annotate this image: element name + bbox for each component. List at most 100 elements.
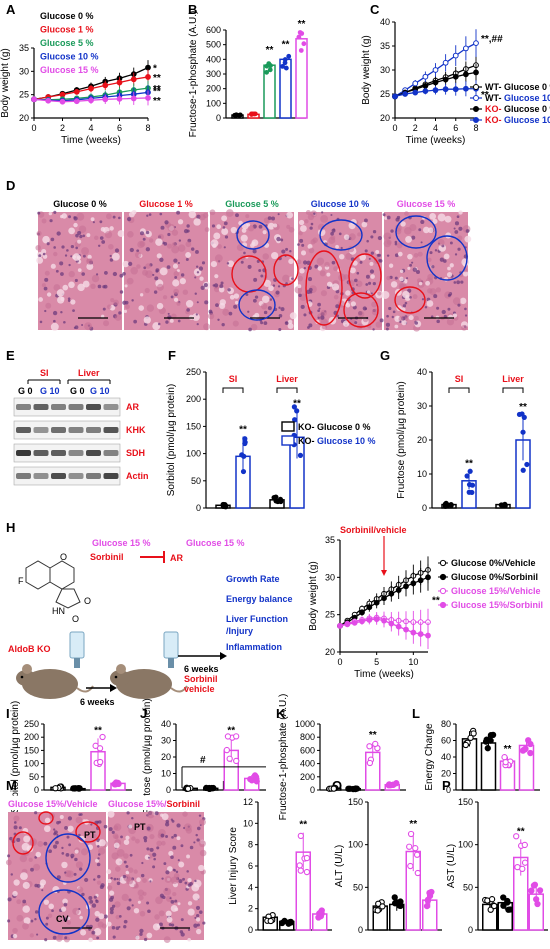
data-point — [519, 865, 526, 873]
cytoplasm — [437, 239, 445, 246]
y-tick-label: 25 — [380, 89, 390, 99]
y-tick-label: 0 — [196, 503, 201, 513]
nucleus — [176, 210, 181, 215]
cytoplasm — [163, 936, 171, 944]
vacuole — [427, 227, 434, 234]
nucleus — [160, 833, 165, 838]
vacuole — [199, 276, 204, 281]
cytoplasm — [417, 251, 423, 257]
x-tick-label: 5 — [374, 657, 379, 667]
nucleus — [41, 889, 44, 892]
bracket — [448, 387, 470, 393]
nucleus — [34, 811, 38, 815]
cytoplasm — [41, 283, 46, 288]
vacuole — [100, 227, 106, 232]
vacuole — [23, 835, 31, 843]
cytoplasm — [22, 922, 29, 930]
vacuole — [169, 318, 174, 323]
data-point — [112, 780, 120, 788]
data-point — [224, 733, 232, 740]
cytoplasm — [288, 226, 295, 233]
y-tick-label: 20 — [441, 769, 451, 779]
nucleus — [196, 271, 200, 274]
nucleus — [453, 227, 456, 230]
cytoplasm — [91, 274, 100, 283]
data-point — [500, 894, 507, 901]
nucleus — [75, 246, 78, 250]
nucleus — [180, 273, 185, 277]
significance-mark: ** — [369, 730, 377, 741]
data-point — [297, 832, 304, 840]
y-axis-label: Body weight (g) — [361, 35, 372, 104]
cytoplasm — [103, 320, 110, 327]
y-tick-label: 0 — [216, 113, 221, 123]
nucleus — [59, 261, 64, 266]
significance-mark: **,## — [481, 34, 503, 45]
nucleus — [158, 922, 163, 927]
nucleus — [318, 307, 321, 310]
cytoplasm — [111, 852, 119, 860]
nucleus — [330, 231, 334, 236]
nucleus — [370, 292, 373, 295]
blot-band — [68, 427, 84, 433]
bar — [295, 38, 308, 119]
nucleus — [165, 835, 169, 838]
nucleus — [263, 310, 268, 315]
nucleus — [79, 867, 83, 871]
nucleus — [386, 314, 389, 318]
nucleus — [116, 881, 121, 886]
nucleus — [58, 820, 62, 824]
cytoplasm — [44, 270, 50, 276]
cytoplasm — [108, 243, 114, 250]
y-tick-label: 600 — [300, 745, 315, 755]
vacuole — [405, 235, 412, 243]
nucleus — [448, 293, 452, 297]
nucleus — [67, 297, 71, 300]
nucleus — [131, 904, 134, 907]
nucleus — [424, 306, 428, 309]
cytoplasm — [33, 863, 41, 871]
blot-strip — [13, 443, 121, 463]
y-tick-label: 50 — [191, 476, 201, 486]
cytoplasm — [446, 318, 455, 326]
data-point — [353, 785, 361, 792]
nucleus — [309, 290, 313, 294]
data-point — [473, 40, 479, 47]
nucleus — [77, 231, 82, 236]
legend-label: WT- Glucose 10 % — [485, 93, 550, 103]
cytoplasm — [262, 253, 269, 260]
significance-mark: ** — [239, 425, 247, 436]
nucleus — [49, 219, 53, 223]
vacuole — [168, 850, 174, 856]
nucleus — [112, 271, 118, 277]
molecule-atom: O — [84, 596, 91, 606]
nucleus — [109, 910, 114, 915]
nucleus — [190, 247, 195, 251]
vacuole — [213, 232, 221, 240]
panel-f: 0 50 100 150 200 250 Sorbitol (pmol/µg protein… — [166, 367, 376, 513]
nucleus — [201, 261, 206, 265]
nucleus — [220, 281, 224, 285]
nucleus — [277, 285, 281, 288]
data-point — [298, 48, 304, 53]
nucleus — [67, 299, 71, 302]
highlight-circle — [38, 811, 54, 825]
cytoplasm — [53, 251, 58, 257]
y-axis-label: Fructose-1-phosphate (A.U.) — [188, 11, 199, 138]
vacuole — [289, 312, 297, 320]
cytoplasm — [110, 297, 115, 303]
highlight-circle — [45, 833, 91, 883]
nucleus — [406, 277, 409, 280]
vacuole — [136, 877, 141, 883]
nucleus — [153, 857, 156, 861]
nucleus — [186, 229, 190, 233]
nucleus — [119, 290, 124, 294]
nucleus — [221, 322, 225, 327]
vacuole — [402, 290, 410, 299]
significance-mark: ** — [153, 96, 161, 107]
legend-marker — [473, 117, 479, 123]
panel-label-f: F — [168, 348, 176, 363]
cytoplasm — [77, 886, 84, 893]
nucleus — [189, 845, 194, 850]
vacuole — [464, 235, 472, 243]
